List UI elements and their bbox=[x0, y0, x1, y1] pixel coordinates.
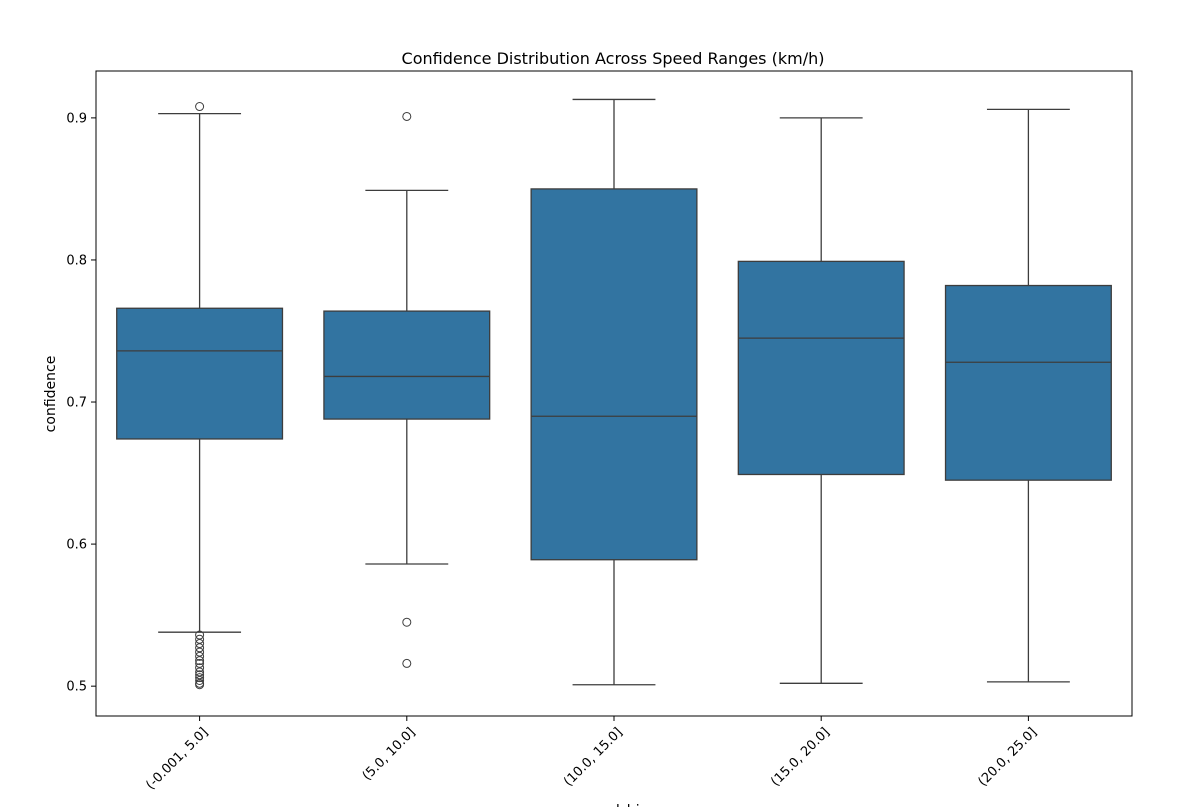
outlier-point bbox=[195, 643, 205, 653]
x-tick-label: (-0.001, 5.0] bbox=[143, 725, 211, 793]
outlier-point bbox=[195, 663, 205, 673]
outlier-point bbox=[195, 634, 205, 644]
iqr-box bbox=[737, 260, 905, 476]
box-group bbox=[944, 108, 1112, 683]
outlier-point bbox=[195, 630, 205, 640]
x-axis-title: speed_bin bbox=[578, 803, 649, 807]
y-tick-label: 0.9 bbox=[66, 111, 87, 126]
y-axis-title: confidence bbox=[43, 356, 59, 433]
outlier-point bbox=[402, 658, 412, 668]
iqr-box bbox=[530, 188, 698, 561]
y-tick-label: 0.5 bbox=[66, 680, 87, 695]
outlier-point bbox=[195, 670, 205, 680]
boxes-layer bbox=[116, 98, 1112, 690]
box-group bbox=[737, 117, 905, 684]
outlier-point bbox=[195, 639, 205, 649]
box-group bbox=[323, 111, 491, 668]
box-group bbox=[530, 98, 698, 686]
outlier-point bbox=[195, 647, 205, 657]
outlier-point bbox=[195, 658, 205, 668]
x-tick-label: (10.0, 15.0] bbox=[561, 725, 626, 790]
outlier-point bbox=[402, 617, 412, 627]
y-tick-label: 0.8 bbox=[66, 253, 87, 268]
iqr-box bbox=[944, 284, 1112, 481]
outlier-point bbox=[195, 667, 205, 677]
y-tick-label: 0.7 bbox=[66, 396, 87, 411]
x-tick-label: (5.0, 10.0] bbox=[360, 725, 419, 784]
x-tick-label: (15.0, 20.0] bbox=[768, 725, 833, 790]
outlier-point bbox=[195, 651, 205, 661]
outlier-point bbox=[195, 673, 205, 683]
outlier-point bbox=[195, 656, 205, 666]
x-tick-label: (20.0, 25.0] bbox=[975, 725, 1040, 790]
outlier-point bbox=[195, 102, 205, 112]
iqr-box bbox=[323, 310, 491, 420]
outlier-point bbox=[402, 111, 412, 121]
outlier-point bbox=[195, 675, 205, 685]
y-tick-label: 0.6 bbox=[66, 538, 87, 553]
outlier-point bbox=[195, 680, 205, 690]
iqr-box bbox=[116, 307, 284, 440]
y-axis: 0.5 0.6 0.7 0.8 0.9 bbox=[66, 111, 96, 695]
x-axis: (-0.001, 5.0] (5.0, 10.0] (10.0, 15.0] (15.… bbox=[143, 716, 1040, 793]
chart-title: Confidence Distribution Across Speed Ran… bbox=[402, 49, 825, 68]
box-group bbox=[116, 102, 284, 690]
